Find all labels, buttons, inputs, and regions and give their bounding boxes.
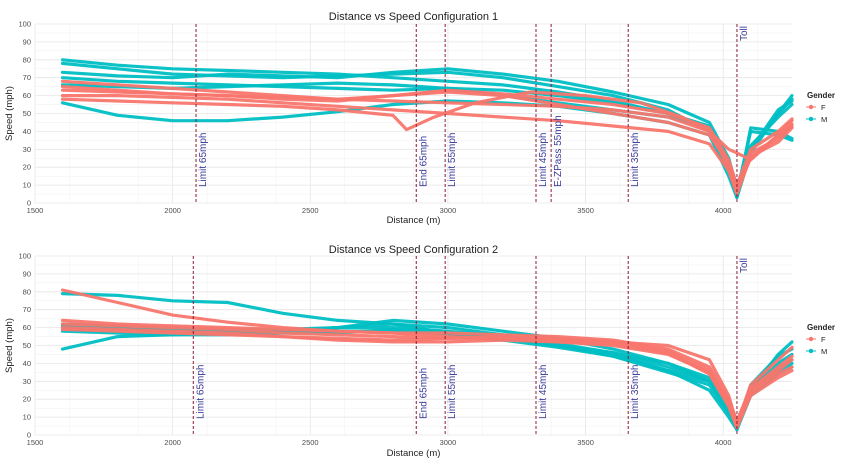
legend-title: Gender [807,323,835,332]
legend: Gender FM [806,91,835,124]
x-tick-label: 2000 [164,206,181,215]
chart-title: Distance vs Speed Configuration 2 [329,244,498,256]
x-axis-title: Distance (m) [387,215,441,226]
annotation-label: End 65mph [418,136,429,187]
annotation-label: Limit 55mph [447,133,458,187]
y-tick-label: 20 [23,395,31,404]
y-tick-label: 10 [23,181,31,190]
legend-entry-label: F [821,103,826,112]
y-tick-label: 100 [18,252,31,261]
annotation-label: Limit 35mph [630,133,641,187]
x-tick-label: 3500 [577,438,594,447]
x-tick-label: 1500 [27,438,44,447]
annotation-label: Limit 65mph [195,365,206,419]
series-line-f-11 [60,85,794,187]
chart-panel-2: 1500 2000 2500 3000 3500 4000 0 10 20 30 40 50 60 70 8… [4,244,835,459]
y-tick-label: 80 [23,287,31,296]
legend-entry-label: M [821,115,827,124]
legend-entry-label: F [821,335,826,344]
y-tick-label: 50 [23,341,31,350]
legend: Gender FM [806,323,835,356]
y-tick-label: 60 [23,323,31,332]
annotation-label: Limit 35mph [630,365,641,419]
y-tick-label: 40 [23,127,31,136]
y-tick-label: 60 [23,91,31,100]
x-tick-label: 3000 [440,206,457,215]
series-line-f-9 [60,94,794,196]
x-tick-label: 3500 [577,206,594,215]
annotation-label: Limit 65mph [198,133,209,187]
y-tick-label: 50 [23,109,31,118]
legend-key-dot [808,336,814,342]
x-tick-label: 2500 [302,206,319,215]
x-tick-label: 4000 [715,438,732,447]
y-tick-label: 30 [23,145,31,154]
y-tick-label: 70 [23,73,31,82]
annotation-label: Limit 55mph [447,365,458,419]
x-tick-label: 2000 [164,438,181,447]
annotation-label: Limit 45mph [538,365,549,419]
y-tick-label: 0 [27,199,31,208]
annotation-label: Limit 45mph [538,133,549,187]
x-tick-label: 4000 [715,206,732,215]
legend-key-dot [808,104,814,110]
chart-title: Distance vs Speed Configuration 1 [329,11,498,23]
y-tick-label: 70 [23,305,31,314]
x-tick-label: 2500 [302,438,319,447]
series-group [60,288,794,432]
x-tick-label: 3000 [440,438,457,447]
chart-panel-1: 1500 2000 2500 3000 3500 4000 0 10 20 30 40 50 60 70 8… [4,11,835,226]
series-line-f-10 [60,90,794,162]
y-tick-label: 90 [23,269,31,278]
y-axis-title: Speed (mph) [4,318,15,373]
annotation-label: Toll [739,26,750,41]
series-group [60,58,794,200]
annotation-label: E-ZPass 55mph [553,115,564,187]
y-tick-label: 20 [23,163,31,172]
x-tick-label: 1500 [27,206,44,215]
y-tick-label: 0 [27,431,31,440]
y-tick-label: 100 [18,20,31,29]
y-axis-title: Speed (mph) [4,86,15,141]
legend-key-dot [808,116,814,122]
annotation-label: Toll [739,258,750,273]
y-tick-label: 90 [23,37,31,46]
y-tick-label: 40 [23,359,31,368]
y-tick-label: 10 [23,413,31,422]
y-tick-label: 30 [23,377,31,386]
x-axis-title: Distance (m) [387,448,441,459]
legend-key-dot [808,348,814,354]
y-tick-label: 80 [23,55,31,64]
series-line-f-11 [60,327,794,430]
legend-title: Gender [807,91,835,100]
legend-entry-label: M [821,347,827,356]
annotation-label: End 65mph [418,368,429,419]
